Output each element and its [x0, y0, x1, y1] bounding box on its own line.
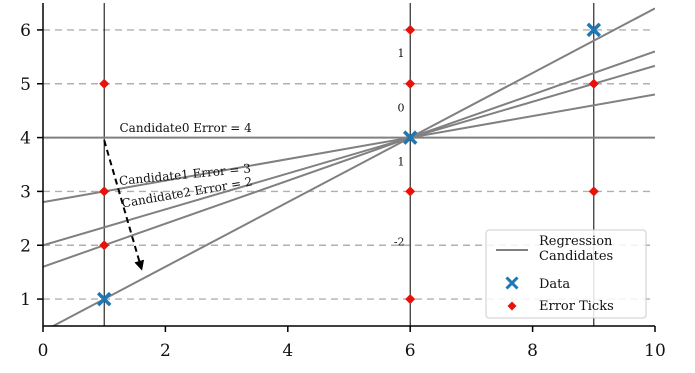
x-tick-label: 0	[38, 341, 49, 361]
data-point	[402, 130, 418, 145]
error-tick	[405, 294, 416, 305]
x-tick-label: 10	[644, 341, 666, 361]
error-value-label: 0	[398, 102, 405, 115]
y-tick-label: 1	[20, 290, 31, 310]
x-tick-label: 2	[160, 341, 171, 361]
legend-label: Regression	[539, 234, 613, 249]
x-tick-label: 8	[527, 341, 538, 361]
legend-label: Error Ticks	[539, 299, 614, 314]
error-value-label: 1	[398, 47, 405, 60]
candidate-annotation: Candidate0 Error = 4	[120, 121, 253, 135]
error-tick	[405, 78, 416, 89]
legend-box	[485, 229, 647, 319]
legend-label: Data	[539, 277, 570, 292]
error-tick	[588, 186, 599, 197]
error-tick	[99, 186, 110, 197]
legend-label: Candidates	[539, 249, 613, 264]
y-tick-label: 4	[20, 129, 31, 149]
error-value-label: 1	[398, 156, 405, 169]
regression-line	[43, 93, 655, 204]
regression-line	[51, 7, 655, 326]
error-value-label: -2	[394, 235, 405, 248]
arrow-line	[103, 139, 145, 271]
legend-diamond-marker	[507, 301, 517, 311]
regression-lines	[43, 7, 655, 326]
error-tick	[588, 78, 599, 89]
points	[96, 22, 602, 307]
y-tick-label: 6	[20, 21, 31, 41]
x-tick-label: 6	[405, 341, 416, 361]
error-tick	[405, 186, 416, 197]
y-tick-label: 2	[20, 236, 31, 256]
regression-line	[43, 50, 655, 268]
data-point	[586, 22, 602, 38]
y-tick-label: 3	[20, 182, 31, 202]
data-point	[96, 291, 112, 307]
arrow	[103, 139, 145, 271]
legend-x-marker	[505, 276, 519, 290]
regression-line	[43, 64, 655, 247]
error-tick	[99, 78, 110, 89]
error-tick	[99, 240, 110, 251]
y-tick-label: 5	[20, 75, 31, 95]
x-tick-label: 4	[282, 341, 293, 361]
error-tick	[405, 24, 416, 35]
